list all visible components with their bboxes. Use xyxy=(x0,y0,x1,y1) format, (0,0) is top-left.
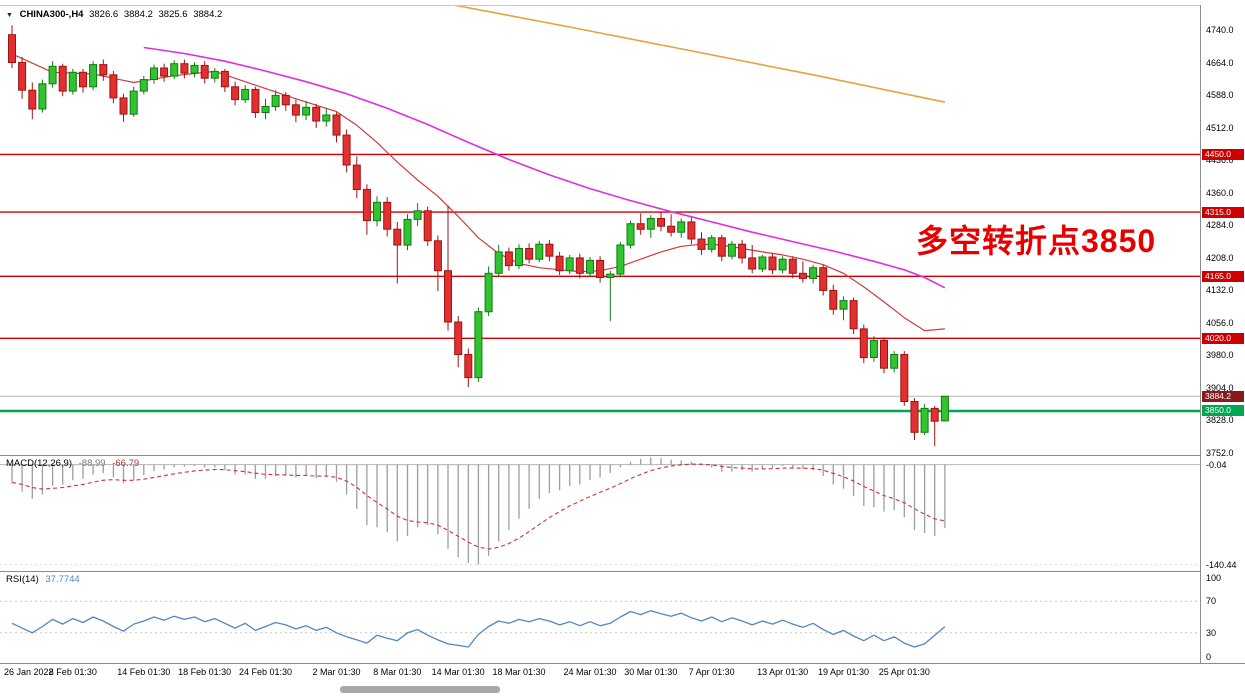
time-axis-label: 8 Feb 01:30 xyxy=(48,667,97,677)
annotation-text: 多空转折点3850 xyxy=(916,223,1157,259)
rsi-axis-label-70: 70 xyxy=(1206,596,1217,607)
macd-canvas[interactable] xyxy=(0,456,1201,570)
macd-axis-label-zero: -0.04 xyxy=(1206,459,1227,470)
rsi-panel[interactable] xyxy=(0,572,1201,663)
price-axis-label: 3980.0 xyxy=(1206,350,1234,361)
price-axis-label: 4360.0 xyxy=(1206,187,1234,198)
time-axis-label: 26 Jan 2022 xyxy=(4,667,54,677)
time-axis-label: 24 Feb 01:30 xyxy=(238,667,293,677)
rsi-axis-label-30: 30 xyxy=(1206,627,1217,638)
price-axis[interactable]: 4740.0 4664.0 4588.0 4512.0 4436.0 4360.0 4284… xyxy=(1201,0,1245,663)
time-axis[interactable]: 26 Jan 2022 8 Feb 01:30 14 Feb 01:30 18 Feb… xyxy=(0,664,1245,682)
price-axis-label: 4664.0 xyxy=(1206,57,1234,68)
price-axis-label: 4284.0 xyxy=(1206,220,1234,231)
macd-hist-value: -88.99 xyxy=(78,458,106,469)
price-axis-label: 3752.0 xyxy=(1206,447,1234,458)
macd-panel[interactable] xyxy=(0,456,1201,570)
time-axis-label: 14 Feb 01:30 xyxy=(117,667,171,677)
time-axis-label: 7 Apr 01:30 xyxy=(688,667,735,677)
price-level-badge: 4020.0 xyxy=(1202,332,1244,344)
time-axis-label: 19 Apr 01:30 xyxy=(817,667,869,677)
ma-magenta-line xyxy=(143,46,946,289)
chart-title: ▼ CHINA300-,H4 3826.6 3884.2 3825.6 3884… xyxy=(6,9,225,20)
time-axis-label: 18 Mar 01:30 xyxy=(492,667,546,677)
price-axis-label: 4056.0 xyxy=(1206,317,1234,328)
current-price-badge: 3884.2 xyxy=(1202,390,1244,402)
price-axis-label: 4436.0 xyxy=(1206,155,1234,166)
axis-separator xyxy=(1200,5,1201,663)
price-chart-canvas[interactable] xyxy=(0,6,1201,455)
candles-group xyxy=(8,25,949,446)
macd-axis-label-min: -140.44 xyxy=(1206,559,1237,570)
ohlc-close: 3884.2 xyxy=(193,9,223,20)
rsi-label: RSI(14) 37.7744 xyxy=(6,574,84,585)
ohlc-low: 3825.6 xyxy=(158,9,188,20)
rsi-axis-label-100: 100 xyxy=(1206,572,1222,583)
macd-label: MACD(12,26,9) -88.99 -66.79 xyxy=(6,458,143,469)
price-level-badge: 4450.0 xyxy=(1202,148,1244,160)
macd-name: MACD(12,26,9) xyxy=(6,458,72,469)
macd-signal-value: -66.79 xyxy=(112,458,140,469)
rsi-line xyxy=(11,610,946,648)
ma-orange-line xyxy=(454,6,946,103)
time-axis-label: 30 Mar 01:30 xyxy=(624,667,678,677)
price-level-badge: 4315.0 xyxy=(1202,206,1244,218)
time-axis-label: 13 Apr 01:30 xyxy=(757,667,809,677)
price-axis-label: 4132.0 xyxy=(1206,285,1234,296)
price-level-badge: 4165.0 xyxy=(1202,270,1244,282)
rsi-value: 37.7744 xyxy=(45,574,80,585)
macd-signal-line xyxy=(11,463,946,550)
panel-separator-1[interactable] xyxy=(0,455,1245,456)
price-axis-label: 4588.0 xyxy=(1206,90,1234,101)
price-axis-label: 3904.0 xyxy=(1206,382,1234,393)
ohlc-high: 3884.2 xyxy=(123,9,153,20)
price-axis-label: 4208.0 xyxy=(1206,252,1234,263)
rsi-name: RSI(14) xyxy=(6,574,39,585)
rsi-canvas[interactable] xyxy=(0,572,1201,663)
window-top-border xyxy=(0,5,1245,6)
panel-separator-3 xyxy=(0,663,1245,664)
time-axis-label: 18 Feb 01:30 xyxy=(178,667,232,677)
ohlc-open: 3826.6 xyxy=(89,9,119,20)
time-axis-label: 2 Mar 01:30 xyxy=(312,667,361,677)
ma-red-line xyxy=(11,53,945,332)
bottom-scrollbar-track xyxy=(0,683,1245,696)
time-axis-label: 14 Mar 01:30 xyxy=(431,667,485,677)
macd-histogram xyxy=(11,457,946,565)
rsi-axis-label-0: 0 xyxy=(1206,651,1212,662)
price-axis-label: 4512.0 xyxy=(1206,122,1234,133)
symbol-label: CHINA300-,H4 xyxy=(19,9,84,20)
price-level-badge: 3850.0 xyxy=(1202,405,1244,417)
price-chart-panel[interactable] xyxy=(0,6,1201,455)
panel-separator-2[interactable] xyxy=(0,571,1245,572)
time-axis-label: 8 Mar 01:30 xyxy=(373,667,422,677)
price-axis-label: 3828.0 xyxy=(1206,415,1234,426)
time-axis-label: 25 Apr 01:30 xyxy=(878,667,930,677)
price-axis-label: 4740.0 xyxy=(1206,25,1234,36)
horizontal-scrollbar-thumb[interactable] xyxy=(340,686,500,693)
time-axis-label: 24 Mar 01:30 xyxy=(563,667,617,677)
chart-collapse-icon[interactable]: ▼ xyxy=(6,12,13,19)
